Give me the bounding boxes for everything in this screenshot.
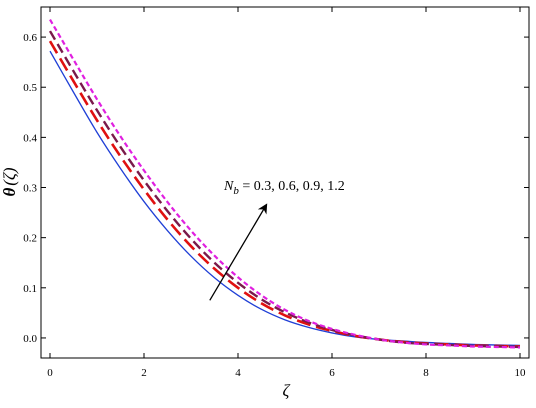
annotation-symbol: N	[223, 179, 234, 194]
annotation-label: Nb = 0.3, 0.6, 0.9, 1.2	[223, 179, 345, 197]
y-axis-title-symbol: θ	[0, 188, 19, 197]
annotation-subscript: b	[233, 185, 239, 197]
y-tick-label: 0.5	[23, 82, 37, 94]
x-tick-label: 2	[141, 367, 147, 379]
x-axis-title: ζ	[283, 381, 291, 400]
y-tick-label: 0.1	[23, 283, 37, 295]
x-tick-label: 4	[235, 367, 241, 379]
series-line-1	[49, 50, 521, 347]
y-axis-title: θ (ζ)	[0, 167, 19, 196]
x-tick-label: 0	[47, 367, 53, 379]
y-tick-label: 0.2	[23, 233, 37, 245]
x-tick-label: 10	[515, 367, 527, 379]
plot-frame	[40, 6, 530, 359]
x-tick-label: 6	[329, 367, 335, 379]
y-tick-label: 0.6	[23, 32, 37, 44]
axis-ticks: 0 2 4 6 8 10 0.0 0.1 0.2 0.3 0.4 0.5 0.6	[23, 7, 529, 379]
y-tick-label: 0.0	[23, 333, 37, 345]
annotation-values: = 0.3, 0.6, 0.9, 1.2	[239, 179, 345, 194]
x-tick-label: 8	[423, 367, 429, 379]
y-tick-label: 0.4	[23, 132, 37, 144]
y-tick-label: 0.3	[23, 183, 37, 195]
series-line-4	[49, 18, 521, 349]
annotation-arrow	[209, 203, 268, 301]
annotation: Nb = 0.3, 0.6, 0.9, 1.2	[209, 179, 345, 301]
series-layer	[48, 18, 521, 349]
y-axis-title-argument: (ζ)	[0, 167, 19, 186]
